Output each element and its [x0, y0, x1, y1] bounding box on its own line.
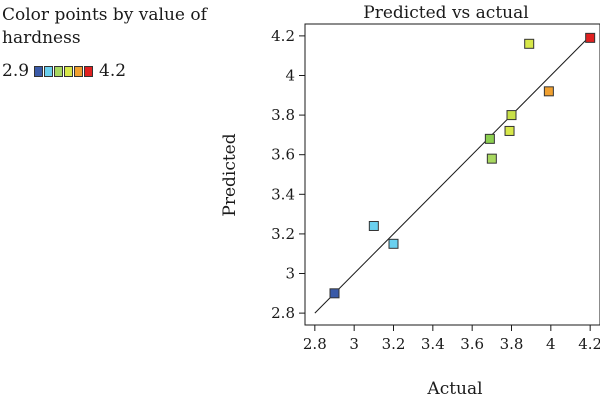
x-tick-label: 3.2 [382, 335, 406, 353]
y-tick-label: 3.2 [271, 225, 295, 243]
x-tick-label: 3.4 [421, 335, 445, 353]
data-point [388, 238, 399, 249]
data-point [506, 110, 517, 121]
data-point [368, 220, 379, 231]
y-tick-label: 3 [285, 265, 295, 283]
legend-swatch [84, 65, 94, 77]
x-tick-label: 3.8 [500, 335, 524, 353]
data-points [329, 32, 596, 299]
legend-min-label: 2.9 [2, 61, 30, 81]
x-tick-label: 4.2 [578, 335, 600, 353]
legend-color-ramp [34, 65, 94, 77]
data-point [585, 32, 596, 43]
legend-swatch [54, 65, 64, 77]
legend-swatch [64, 65, 74, 77]
data-point [486, 153, 497, 164]
plot-frame [304, 23, 600, 326]
x-tick-label: 2.8 [303, 335, 327, 353]
data-point [504, 125, 515, 136]
reference-line [314, 35, 591, 314]
legend-swatch [74, 65, 84, 77]
y-tick-label: 4.2 [271, 27, 295, 45]
color-legend: Color points by value of hardness 2.9 4.… [0, 0, 250, 100]
identity-line [314, 35, 591, 314]
legend-swatch [44, 65, 54, 77]
legend-max-label: 4.2 [99, 61, 127, 81]
data-point [524, 38, 535, 49]
chart-title: Predicted vs actual [363, 3, 528, 23]
data-point [484, 133, 495, 144]
x-tick-label: 3.6 [460, 335, 484, 353]
x-tick-label: 4 [546, 335, 556, 353]
y-tick-label: 2.8 [271, 304, 295, 322]
legend-swatch [34, 65, 44, 77]
y-tick-label: 3.4 [271, 185, 295, 203]
data-point [329, 288, 340, 299]
legend-title: Color points by value of hardness [2, 5, 207, 48]
y-tick-label: 3.6 [271, 146, 295, 164]
data-point [543, 86, 554, 97]
axes: 2.8 3 3.2 3.4 3.6 3.8 4 4.2 2.8 3 3.2 3.4 3.6 3.8 4 4.2 [271, 27, 600, 353]
legend-scale: 2.9 4.2 [2, 61, 126, 81]
y-tick-label: 4 [285, 66, 295, 84]
x-axis-label: Actual [426, 379, 482, 399]
y-axis-label: Predicted [220, 133, 240, 216]
x-tick-label: 3 [349, 335, 359, 353]
y-tick-label: 3.8 [271, 106, 295, 124]
